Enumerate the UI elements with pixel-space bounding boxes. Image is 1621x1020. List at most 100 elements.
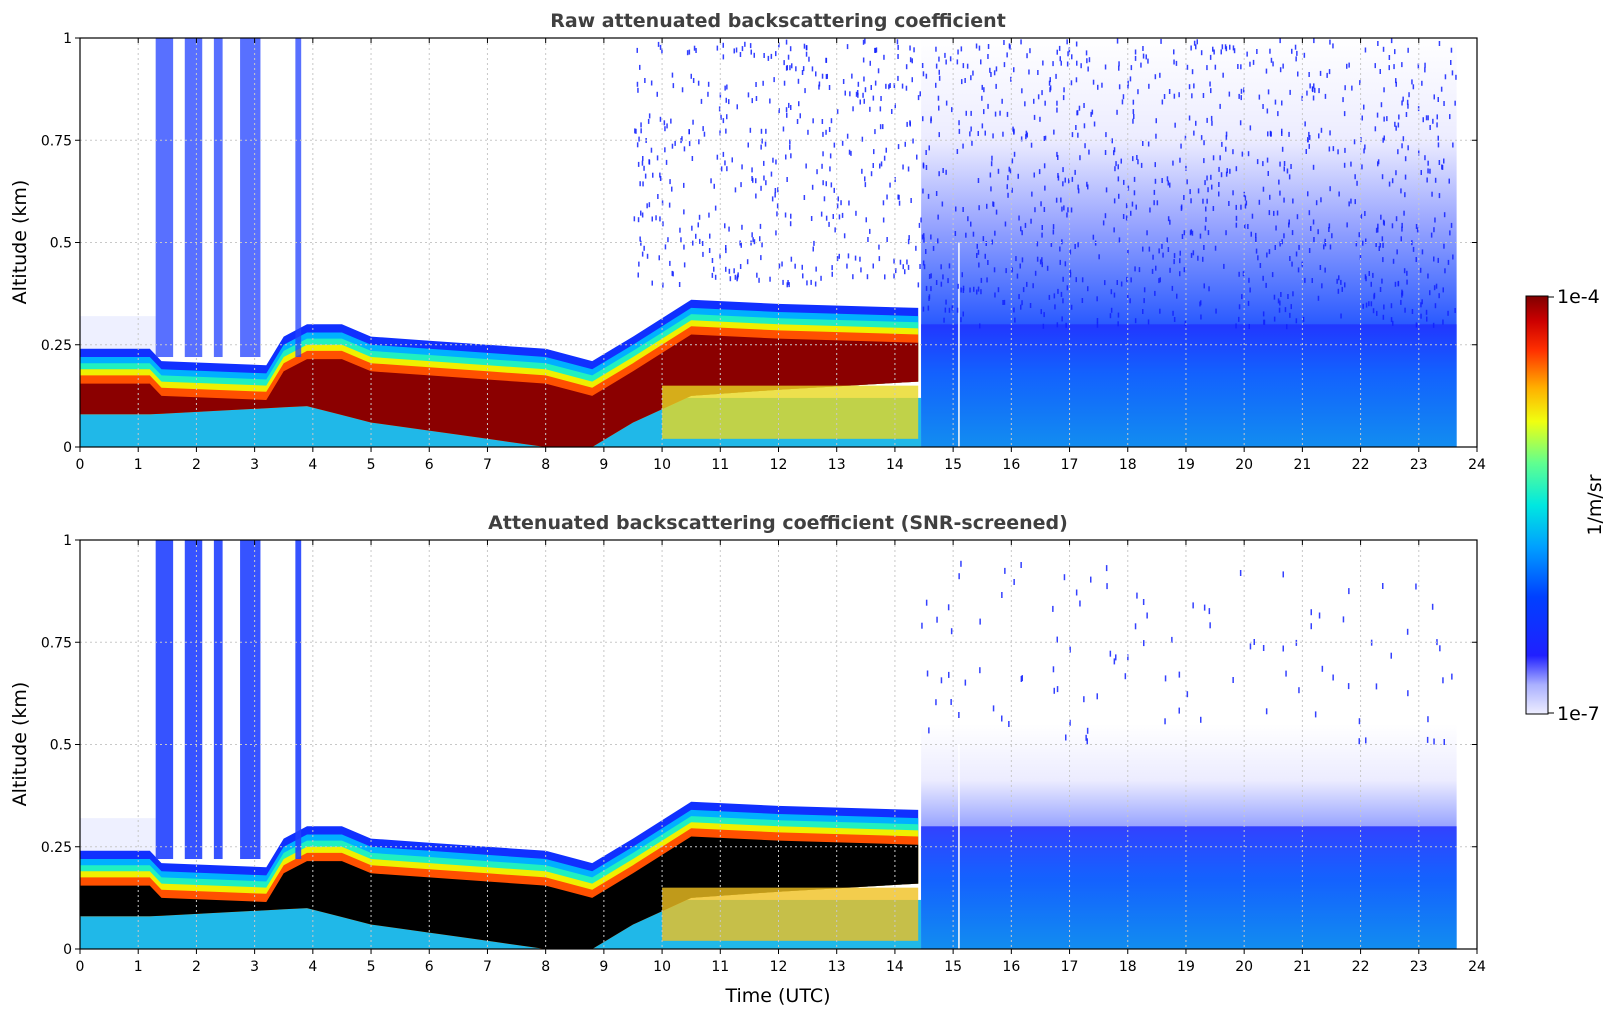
noise-speck xyxy=(1105,132,1107,138)
noise-speck xyxy=(1258,94,1261,100)
noise-speck xyxy=(1404,156,1407,162)
noise-speck xyxy=(1347,683,1350,690)
noise-speck xyxy=(1161,178,1163,183)
noise-speck xyxy=(1164,718,1166,725)
x-tick-label: 18 xyxy=(1119,457,1137,473)
noise-speck xyxy=(1440,86,1443,92)
noise-speck xyxy=(1155,118,1157,124)
x-tick-label: 1 xyxy=(134,457,143,473)
noise-speck xyxy=(1052,605,1054,612)
noise-speck xyxy=(790,256,793,262)
noise-speck xyxy=(834,227,836,233)
noise-speck xyxy=(719,130,721,136)
noise-speck xyxy=(1433,227,1435,233)
noise-speck xyxy=(940,264,942,270)
noise-speck xyxy=(836,203,839,209)
noise-speck xyxy=(747,142,749,148)
noise-speck xyxy=(662,221,664,227)
noise-speck xyxy=(1273,316,1276,322)
noise-speck xyxy=(1238,93,1240,99)
noise-speck xyxy=(935,191,938,196)
noise-speck xyxy=(1062,95,1065,101)
noise-speck xyxy=(641,212,644,218)
noise-speck xyxy=(960,317,962,323)
noise-speck xyxy=(1359,80,1361,86)
noise-speck xyxy=(848,149,851,155)
noise-speck xyxy=(725,248,727,254)
noise-speck xyxy=(862,39,865,45)
noise-speck xyxy=(714,205,717,211)
noise-speck xyxy=(1102,220,1105,226)
noise-speck xyxy=(1340,313,1342,319)
noise-speck xyxy=(1406,279,1408,285)
noise-speck xyxy=(1324,267,1326,273)
noise-speck xyxy=(1326,72,1328,78)
noise-speck xyxy=(1049,87,1051,93)
noise-speck xyxy=(1277,111,1279,117)
noise-speck xyxy=(1053,293,1056,299)
noise-speck xyxy=(1434,177,1437,183)
noise-speck xyxy=(833,142,836,148)
noise-speck xyxy=(755,178,757,184)
noise-speck xyxy=(1007,175,1009,181)
colorbar-max-label: 1e-4 xyxy=(1557,286,1600,308)
noise-speck xyxy=(1235,204,1237,210)
noise-speck xyxy=(1361,115,1363,121)
noise-speck xyxy=(909,45,911,51)
noise-speck xyxy=(869,106,871,112)
x-tick-label: 9 xyxy=(599,457,608,473)
noise-speck xyxy=(905,85,908,91)
noise-speck xyxy=(1024,101,1026,107)
noise-speck xyxy=(692,78,695,83)
noise-speck xyxy=(1344,85,1346,91)
noise-speck xyxy=(1296,214,1299,220)
noise-speck xyxy=(1167,180,1169,186)
noise-speck xyxy=(927,193,930,199)
noise-speck xyxy=(1353,139,1356,145)
noise-speck xyxy=(885,83,887,89)
noise-speck xyxy=(1154,74,1157,80)
noise-speck xyxy=(880,161,883,167)
noise-speck xyxy=(971,140,973,146)
noise-speck xyxy=(1265,708,1268,715)
noise-speck xyxy=(794,263,796,269)
noise-speck xyxy=(1004,221,1007,227)
noise-speck xyxy=(1043,312,1045,318)
noise-speck xyxy=(1048,80,1051,86)
noise-speck xyxy=(1295,318,1298,324)
noise-speck xyxy=(805,45,808,51)
noise-speck xyxy=(966,63,969,69)
noise-speck xyxy=(1401,143,1403,149)
noise-speck xyxy=(828,85,831,90)
noise-speck xyxy=(943,317,945,323)
noise-speck xyxy=(770,53,773,59)
noise-speck xyxy=(1416,227,1419,233)
noise-speck xyxy=(1067,207,1069,213)
noise-speck xyxy=(799,113,801,119)
noise-speck xyxy=(776,211,778,217)
noise-speck xyxy=(962,207,964,212)
noise-speck xyxy=(643,165,645,171)
noise-speck xyxy=(1155,265,1157,271)
noise-speck xyxy=(1400,188,1402,194)
noise-speck xyxy=(1355,241,1358,247)
noise-speck xyxy=(1057,173,1059,178)
colorbar-gradient xyxy=(1525,295,1549,715)
noise-speck xyxy=(666,123,668,129)
noise-speck xyxy=(1454,308,1456,313)
noise-speck xyxy=(1253,639,1255,645)
noise-speck xyxy=(731,157,733,163)
noise-speck xyxy=(1314,87,1316,93)
x-tick-label: 11 xyxy=(711,457,729,473)
noise-speck xyxy=(785,154,787,160)
noise-speck xyxy=(1129,298,1131,304)
cloud-column xyxy=(240,540,261,860)
noise-speck xyxy=(1148,246,1151,252)
noise-speck xyxy=(1088,149,1090,155)
noise-speck xyxy=(1179,258,1181,264)
noise-speck xyxy=(1386,116,1388,122)
noise-speck xyxy=(1094,240,1097,246)
noise-speck xyxy=(992,705,995,712)
noise-speck xyxy=(753,52,755,58)
noise-speck xyxy=(1052,61,1054,67)
